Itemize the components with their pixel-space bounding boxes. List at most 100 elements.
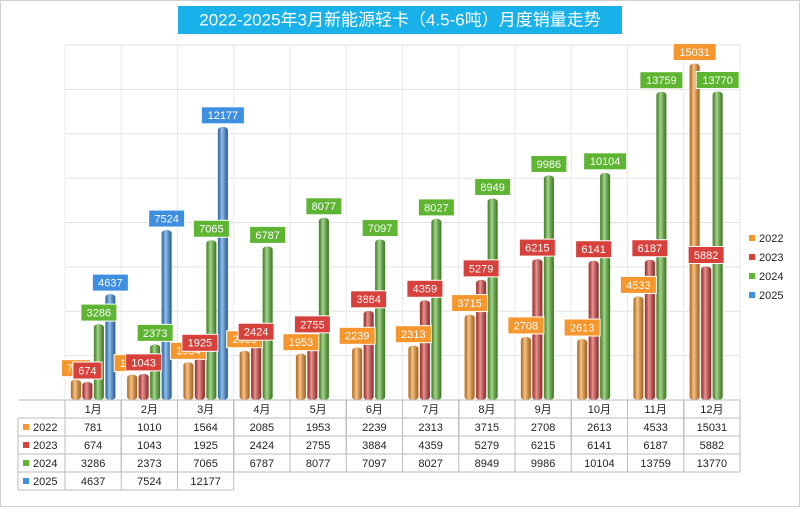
bar-shade [138,373,149,400]
x-tick-label: 3月 [197,404,214,416]
table-series-name: 2024 [33,458,57,470]
bar-shade [689,63,700,400]
data-label-box [148,209,186,228]
table-cell: 5882 [700,440,724,452]
legend-key [749,292,755,298]
data-label-box [406,279,444,298]
data-label: 1043 [131,357,155,369]
table-cell: 4637 [81,476,105,488]
table-cell: 6215 [531,440,555,452]
data-label: 4359 [413,284,437,296]
legend-label: 2024 [759,271,783,283]
bar-shade [352,347,363,400]
table-cell: 5279 [475,440,499,452]
bar-shade [701,266,712,400]
data-label-box [394,325,432,344]
data-label: 7524 [154,213,178,225]
data-label: 6787 [255,230,279,242]
table-cell: 7097 [362,458,386,470]
bar-shade [127,374,138,400]
data-label: 2613 [570,322,594,334]
table-cell: 3884 [362,440,386,452]
data-label: 8949 [480,182,504,194]
table-cell: 6787 [250,458,274,470]
bar-shade [307,335,318,400]
legend-label: 2023 [759,252,783,264]
data-label: 4533 [626,280,650,292]
table-cell: 1043 [137,440,161,452]
table-cell: 1010 [137,422,161,434]
bar-shade [194,354,205,400]
bar-shade [318,217,329,400]
x-tick-label: 8月 [478,404,495,416]
x-tick-label: 4月 [253,404,270,416]
data-label: 8077 [312,201,336,213]
data-label: 5279 [469,263,493,275]
table-cell: 781 [84,422,102,434]
legend-key [23,442,29,448]
data-label-box [192,219,230,238]
bar-shade [487,198,498,400]
bar-shade [150,344,161,400]
data-label: 4637 [98,278,122,290]
data-label-box [249,225,287,244]
data-label-box [80,303,118,322]
data-label-box [305,197,343,216]
data-label: 3884 [356,294,380,306]
data-label-box [575,240,613,259]
bar-shade [363,310,374,400]
data-label: 6215 [525,243,549,255]
data-label-box [695,70,740,89]
data-label: 2313 [401,329,425,341]
x-tick-label: 2月 [141,404,158,416]
legend-key [749,235,755,241]
table-cell: 2313 [418,422,442,434]
table-cell: 13770 [697,458,728,470]
data-label-box [639,71,684,90]
data-label: 2239 [345,331,369,343]
data-label-box [507,316,545,335]
table-cell: 6141 [587,440,611,452]
bar-shade [543,175,554,400]
table-cell: 1564 [193,422,217,434]
data-label-box [237,322,275,341]
table-cell: 674 [84,440,102,452]
table-cell: 7065 [193,458,217,470]
table-cell: 6187 [643,440,667,452]
data-label: 2424 [244,327,268,339]
legend-key [749,254,755,260]
bar-shade [82,382,93,400]
data-label: 3715 [457,298,481,310]
table-cell: 7524 [137,476,161,488]
data-label: 13759 [646,75,677,87]
x-tick-label: 5月 [310,404,327,416]
data-label-box [181,333,219,352]
data-label-box [530,154,568,173]
table-cell: 4359 [418,440,442,452]
data-label: 2708 [514,320,538,332]
data-label-box [619,275,657,294]
x-tick-label: 6月 [366,404,383,416]
data-label-box [200,106,245,125]
legend-label: 2025 [759,290,783,302]
bar-shade [633,296,644,400]
data-label: 3286 [87,307,111,319]
bar-shade [217,126,228,400]
table-cell: 10104 [584,458,615,470]
table-cell: 9986 [531,458,555,470]
bar-shade [464,314,475,400]
x-tick-label: 9月 [535,404,552,416]
table-cell: 3715 [475,422,499,434]
x-tick-label: 1月 [85,404,102,416]
data-label-box [125,353,163,372]
table-series-name: 2025 [33,476,57,488]
bar-shade [431,218,442,400]
bar-shade [375,239,386,400]
x-tick-label: 11月 [644,404,666,416]
table-cell: 2085 [250,422,274,434]
table-cell: 4533 [643,422,667,434]
data-label: 5882 [694,250,718,262]
title-box [178,6,622,34]
table-cell: 2373 [137,458,161,470]
